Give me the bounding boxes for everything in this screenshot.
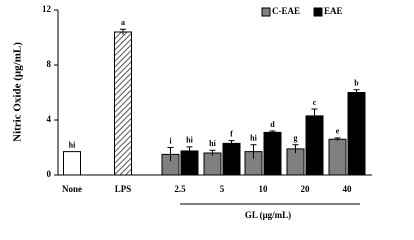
significance-letter: hi (186, 136, 193, 145)
significance-letter: hi (209, 139, 216, 148)
significance-letter: i (169, 136, 172, 145)
error-bar (228, 140, 235, 147)
error-bar (334, 137, 341, 141)
y-tick-label: 0 (47, 169, 52, 179)
error-bar (167, 147, 174, 162)
x-tick-label: LPS (115, 184, 132, 194)
x-axis-label: GL (μg/mL) (245, 210, 291, 220)
significance-letter: hi (69, 140, 76, 149)
y-tick-label: 12 (42, 4, 52, 14)
significance-letter: e (336, 127, 340, 136)
error-bar (292, 144, 299, 153)
error-bar (120, 28, 126, 35)
bar (63, 151, 81, 176)
error-bar (209, 149, 216, 156)
significance-letter: g (294, 134, 298, 143)
error-bar (269, 130, 276, 134)
y-tick-label: 4 (47, 114, 52, 124)
chart: Nitric Oxide (μg/mL) GL (μg/mL) 0 4 8 12 Non… (12, 4, 372, 220)
y-axis-label: Nitric Oxide (μg/mL) (12, 42, 24, 142)
legend-swatch (261, 7, 271, 17)
y-tick-label: 8 (47, 59, 52, 69)
legend-label: EAE (324, 6, 343, 16)
error-bar (186, 146, 193, 156)
bar (263, 131, 282, 176)
bar (347, 92, 366, 176)
error-bar (311, 108, 318, 123)
x-tick-label: 20 (301, 184, 311, 194)
significance-letter: f (230, 129, 233, 138)
bar (305, 115, 324, 176)
bar (114, 31, 132, 176)
x-tick-label: 10 (259, 184, 269, 194)
legend-swatch (313, 7, 323, 17)
legend-label: C-EAE (272, 6, 300, 16)
error-bar (353, 89, 360, 96)
significance-letter: a (121, 18, 125, 27)
significance-letter: b (354, 79, 359, 88)
x-tick-label: 40 (343, 184, 353, 194)
x-tick-label: None (62, 184, 82, 194)
bar (222, 142, 241, 176)
error-bar (250, 144, 257, 159)
significance-letter: d (270, 120, 275, 129)
significance-letter: c (313, 98, 317, 107)
bar (203, 152, 222, 176)
significance-letter: hi (250, 134, 257, 143)
bar (328, 138, 347, 176)
x-tick-label: 5 (220, 184, 225, 194)
x-tick-label: 2.5 (174, 184, 186, 194)
